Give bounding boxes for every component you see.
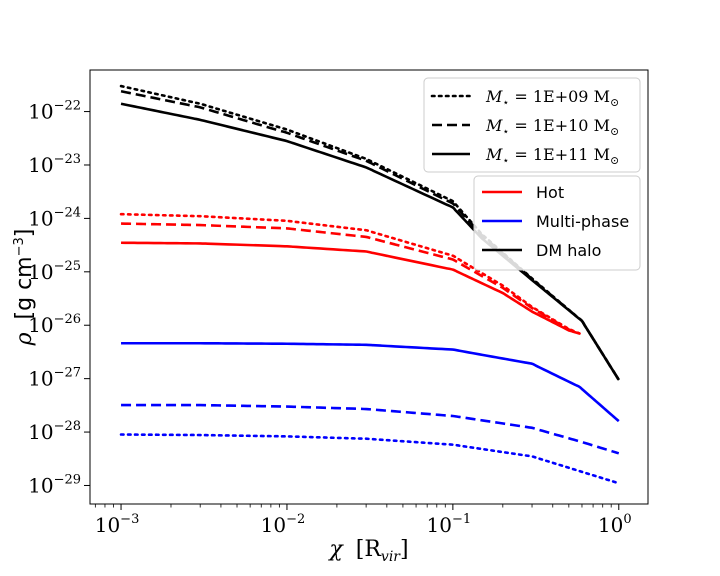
legend-mass-label: M⋆ = 1E+10 M⊙ xyxy=(485,116,619,138)
y-tick-label: 10−24 xyxy=(28,205,81,230)
series-line-dm-solid xyxy=(120,102,620,381)
legend-mass-label: M⋆ = 1E+09 M⊙ xyxy=(485,87,619,109)
legend-component-label: DM halo xyxy=(536,241,601,260)
y-tick-label: 10−27 xyxy=(28,366,81,391)
legend-component-label: Multi-phase xyxy=(536,212,629,231)
legend-component: Hot Multi-phase DM halo xyxy=(473,175,641,271)
y-tick-label: 10−22 xyxy=(28,99,81,124)
x-tick-label: 10−1 xyxy=(427,512,472,537)
y-tick-label: 10−29 xyxy=(28,472,81,497)
y-axis-label: ρ [g cm−3] xyxy=(12,229,37,347)
plot-frame xyxy=(89,69,649,505)
series-layer xyxy=(119,84,621,485)
legend-mass: M⋆ = 1E+09 M⊙ M⋆ = 1E+10 M⊙ M⋆ = 1E+11 M⊙ xyxy=(423,77,641,173)
series-line-multiphase-dashed xyxy=(121,403,620,455)
ticks-layer: 10−3 10−2 10−1 100 10−29 10−28 10−27 10−26 10−25… xyxy=(28,99,632,537)
series-line-hot-solid xyxy=(121,241,580,335)
y-tick-label: 10−26 xyxy=(28,312,81,337)
x-tick-label: 100 xyxy=(598,512,632,537)
y-tick-label: 10−25 xyxy=(28,259,81,284)
y-tick-label: 10−28 xyxy=(28,419,81,444)
legend-component-box xyxy=(473,175,641,271)
series-line-hot-dashed xyxy=(121,222,580,335)
series-line-multiphase-dotted xyxy=(119,433,621,485)
x-axis-label: χ [Rvir] xyxy=(327,537,408,565)
x-tick-label: 10−2 xyxy=(261,512,306,537)
legend-component-label: Hot xyxy=(536,183,564,202)
legend-mass-label: M⋆ = 1E+11 M⊙ xyxy=(485,145,619,167)
legend-mass-box xyxy=(423,77,641,173)
series-line-hot-dotted xyxy=(119,212,581,335)
x-tick-label: 10−3 xyxy=(95,512,140,537)
y-tick-label: 10−23 xyxy=(28,152,81,177)
series-line-multiphase-solid xyxy=(121,341,620,423)
